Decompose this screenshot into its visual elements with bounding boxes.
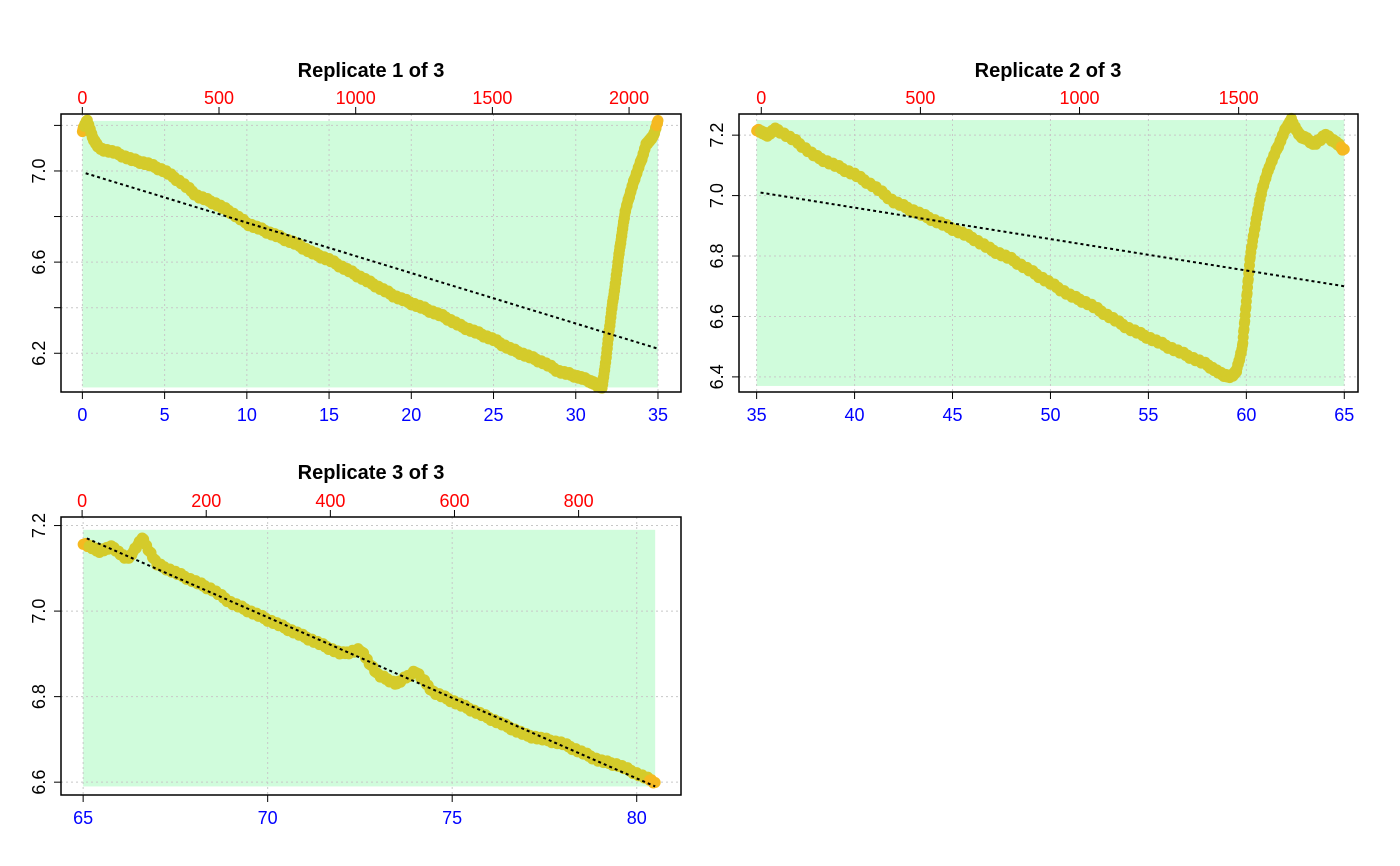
x2-tick-label: 0 xyxy=(756,88,766,108)
x2-tick-label: 500 xyxy=(905,88,935,108)
y-tick-label: 6.8 xyxy=(707,244,727,269)
x2-tick-label: 500 xyxy=(204,88,234,108)
y-tick-label: 6.6 xyxy=(707,304,727,329)
x-tick-label: 60 xyxy=(1236,405,1256,425)
plot-frame xyxy=(738,113,1359,393)
x-tick-label: 80 xyxy=(627,808,647,828)
x2-tick-label: 0 xyxy=(77,88,87,108)
replicate-3-title: Replicate 3 of 3 xyxy=(298,462,445,484)
replicate-2-panel: Replicate 2 of 3 35 40 45 50 55 60 65 0 500 1000 1… xyxy=(707,60,1359,425)
replicate-1-title: Replicate 1 of 3 xyxy=(298,60,445,82)
y-tick-label: 7.0 xyxy=(707,183,727,208)
x-tick-label: 20 xyxy=(401,405,421,425)
replicate-2-title: Replicate 2 of 3 xyxy=(975,60,1122,82)
x-tick-label: 10 xyxy=(237,405,257,425)
trend-line xyxy=(760,191,1345,288)
x2-tick-label: 1000 xyxy=(336,88,376,108)
plot-frame xyxy=(60,516,682,796)
y-tick-label: 7.0 xyxy=(29,599,49,624)
x-tick-label: 35 xyxy=(747,405,767,425)
plot-frame xyxy=(60,113,682,393)
replicate-1-panel: Replicate 1 of 3 0 5 10 15 20 25 30 35 0 500 1000 1… xyxy=(29,60,682,425)
y-tick-label: 6.4 xyxy=(707,364,727,389)
replicate-1-plot: 0 5 10 15 20 25 30 35 0 500 1000 1500 2000 6.2 6.6 7.0 xyxy=(29,88,682,425)
data-point xyxy=(649,777,661,789)
trend-line xyxy=(86,537,656,788)
x2-tick-label: 0 xyxy=(77,491,87,511)
x-tick-label: 75 xyxy=(442,808,462,828)
x2-tick-label: 1500 xyxy=(472,88,512,108)
x2-tick-label: 1000 xyxy=(1060,88,1100,108)
x-tick-label: 25 xyxy=(484,405,504,425)
x-tick-label: 55 xyxy=(1138,405,1158,425)
y-tick-label: 7.0 xyxy=(29,158,49,183)
replicate-2-plot: 35 40 45 50 55 60 65 0 500 1000 1500 6.4 6.6 6.8 7.0 7.… xyxy=(707,88,1359,425)
x-tick-label: 50 xyxy=(1040,405,1060,425)
replicate-3-panel: Replicate 3 of 3 65 70 75 800 200 400 600 8006.… xyxy=(29,462,682,828)
y-tick-label: 7.2 xyxy=(29,513,49,538)
x2-tick-label: 200 xyxy=(191,491,221,511)
x2-tick-label: 1500 xyxy=(1219,88,1259,108)
x2-tick-label: 400 xyxy=(315,491,345,511)
x-tick-label: 65 xyxy=(73,808,93,828)
x-tick-label: 70 xyxy=(258,808,278,828)
x2-tick-label: 2000 xyxy=(609,88,649,108)
data-point xyxy=(1338,143,1350,155)
trend-line xyxy=(85,172,659,350)
x2-tick-label: 600 xyxy=(439,491,469,511)
x-tick-label: 30 xyxy=(566,405,586,425)
x-tick-label: 65 xyxy=(1334,405,1354,425)
y-tick-label: 6.6 xyxy=(29,770,49,795)
y-tick-label: 6.2 xyxy=(29,341,49,366)
y-tick-label: 7.2 xyxy=(707,123,727,148)
x-tick-label: 35 xyxy=(648,405,668,425)
data-point xyxy=(652,115,664,127)
x-tick-label: 40 xyxy=(845,405,865,425)
range-band xyxy=(82,120,658,388)
x-tick-label: 15 xyxy=(319,405,339,425)
x-tick-label: 5 xyxy=(160,405,170,425)
y-tick-label: 6.6 xyxy=(29,250,49,275)
x-tick-label: 45 xyxy=(943,405,963,425)
y-tick-label: 6.8 xyxy=(29,684,49,709)
x-tick-label: 0 xyxy=(77,405,87,425)
x2-tick-label: 800 xyxy=(564,491,594,511)
